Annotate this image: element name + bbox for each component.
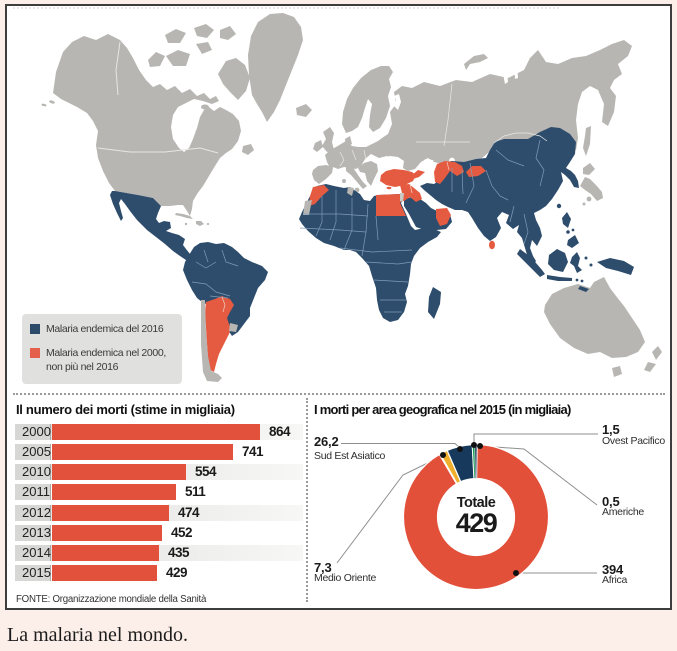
svg-text:429: 429 [456, 508, 498, 538]
svg-text:Totale: Totale [457, 495, 496, 511]
